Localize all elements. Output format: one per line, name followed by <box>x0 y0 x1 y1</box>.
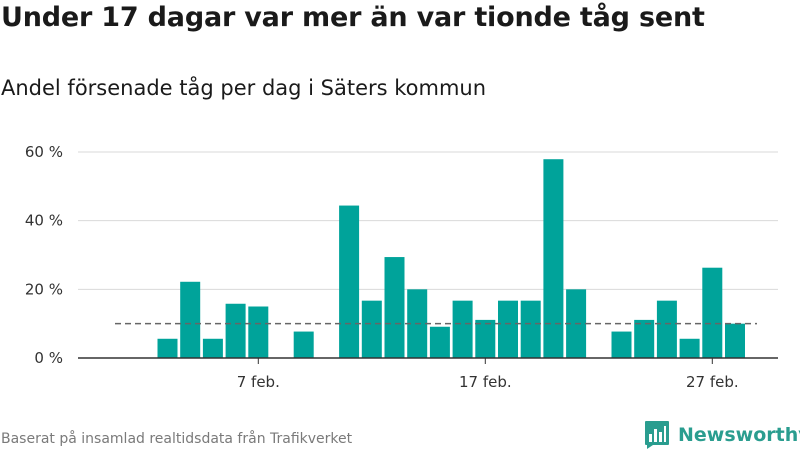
chart-subtitle: Andel försenade tåg per dag i Säters kom… <box>1 76 487 100</box>
bar <box>634 319 655 358</box>
bar <box>656 300 677 358</box>
bar <box>225 303 246 358</box>
bar <box>180 281 201 358</box>
bar <box>339 205 360 358</box>
bar <box>725 323 745 358</box>
x-tick-label: 27 feb. <box>686 373 739 391</box>
bar <box>679 338 700 358</box>
x-tick-label: 7 feb. <box>237 373 280 391</box>
y-tick-label: 0 % <box>34 349 63 367</box>
x-axis-ticks: 7 feb. 17 feb. 27 feb. <box>237 358 739 391</box>
x-tick-label: 17 feb. <box>459 373 512 391</box>
logo-text: Newsworthy <box>678 424 800 446</box>
bar <box>248 306 269 358</box>
bar-chart-icon <box>645 421 669 449</box>
bar <box>498 300 518 358</box>
bars <box>157 159 745 358</box>
bar <box>384 257 405 358</box>
bar <box>452 300 473 358</box>
bar <box>702 267 723 358</box>
y-tick-label: 60 % <box>25 143 63 161</box>
bar-chart: 0 % 20 % 40 % 60 % 7 feb. 17 feb. 27 feb. <box>25 143 778 391</box>
bar <box>611 331 632 358</box>
source-note: Baserat på insamlad realtidsdata från Tr… <box>1 431 353 447</box>
bar <box>293 331 314 358</box>
bar <box>361 300 382 358</box>
grid-lines <box>78 151 778 290</box>
newsworthy-logo: Newsworthy <box>644 420 800 450</box>
bar <box>543 159 564 358</box>
bar <box>475 319 496 358</box>
bar <box>520 300 541 358</box>
bar <box>429 326 450 358</box>
y-tick-label: 40 % <box>25 212 63 230</box>
y-axis-labels: 0 % 20 % 40 % 60 % <box>25 143 63 367</box>
bar <box>157 338 178 358</box>
chart-title: Under 17 dagar var mer än var tionde tåg… <box>1 2 705 33</box>
y-tick-label: 20 % <box>25 280 63 298</box>
bar <box>202 338 223 358</box>
